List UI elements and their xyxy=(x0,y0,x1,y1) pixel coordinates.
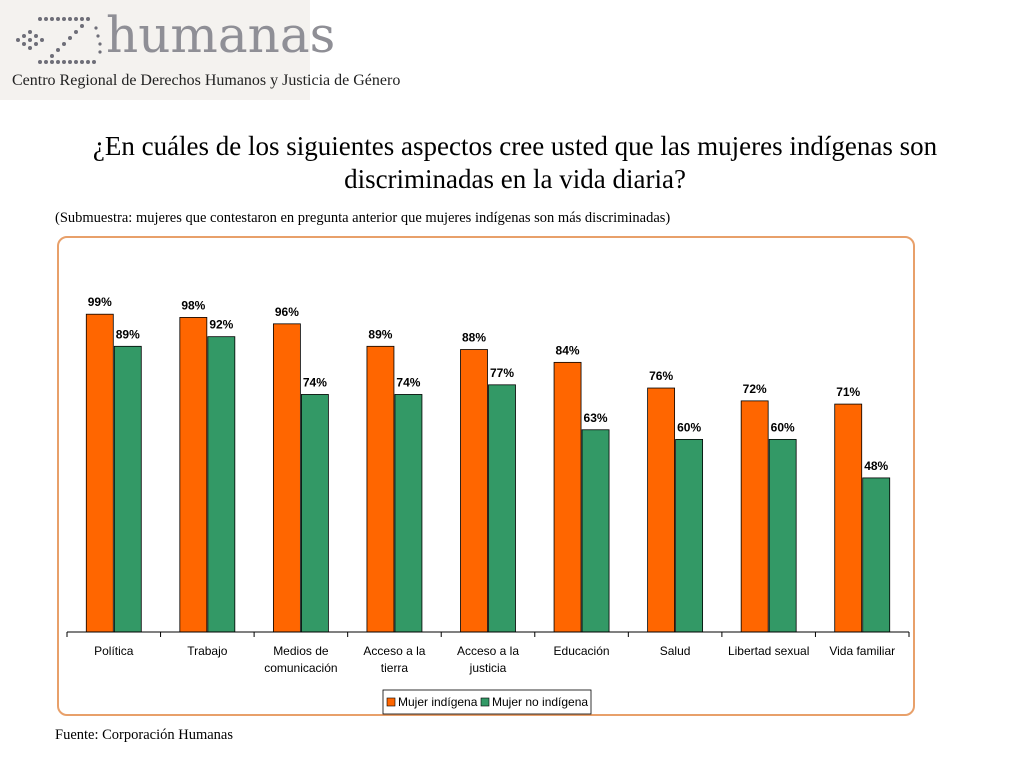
x-tick-label: Libertad sexual xyxy=(728,644,809,658)
legend-swatch-mujer-no-indigena xyxy=(480,697,490,707)
data-label: 74% xyxy=(303,375,327,389)
bar-mujer-no-indigena xyxy=(207,336,236,633)
bar-mujer-indigena xyxy=(366,345,395,633)
data-label: 92% xyxy=(209,318,233,332)
x-tick-label: Acceso a la xyxy=(363,644,425,658)
bar-mujer-no-indigena xyxy=(113,345,142,633)
data-label: 48% xyxy=(864,459,888,473)
bar-mujer-indigena xyxy=(553,361,582,633)
data-label: 74% xyxy=(396,375,420,389)
data-label: 96% xyxy=(275,305,299,319)
x-tick-label: Medios de xyxy=(273,644,329,658)
x-tick-label: Trabajo xyxy=(187,644,228,658)
x-tick-label: tierra xyxy=(381,661,409,675)
bar-mujer-indigena xyxy=(272,323,301,633)
data-label: 98% xyxy=(181,298,205,312)
x-tick-label: Acceso a la xyxy=(457,644,519,658)
data-label: 77% xyxy=(490,366,514,380)
data-label: 89% xyxy=(368,327,392,341)
bar-mujer-no-indigena xyxy=(862,477,891,633)
data-label: 89% xyxy=(116,327,140,341)
logo-subtitle: Centro Regional de Derechos Humanos y Ju… xyxy=(12,72,401,89)
logo-dots-icon xyxy=(16,17,102,64)
logo-name: humanas xyxy=(106,6,336,64)
data-label: 88% xyxy=(462,331,486,345)
x-tick-label: Educación xyxy=(554,644,610,658)
legend-label: Mujer indígena xyxy=(398,695,478,709)
bar-mujer-indigena xyxy=(460,349,488,633)
bar-mujer-indigena xyxy=(647,387,676,633)
x-tick-label: Vida familiar xyxy=(829,644,895,658)
bar-mujer-indigena xyxy=(85,313,114,633)
legend-swatch-mujer-indigena xyxy=(386,697,396,707)
legend xyxy=(382,689,592,715)
chart-subtitle: (Submuestra: mujeres que contestaron en … xyxy=(55,210,671,226)
bar-mujer-no-indigena xyxy=(394,394,423,633)
bar-mujer-no-indigena xyxy=(675,438,704,633)
bar-mujer-no-indigena xyxy=(488,384,516,633)
bar-mujer-no-indigena xyxy=(768,438,797,633)
source-note: Fuente: Corporación Humanas xyxy=(55,727,233,743)
data-label: 60% xyxy=(771,420,795,434)
bar-mujer-indigena xyxy=(740,400,769,633)
data-label: 60% xyxy=(677,420,701,434)
x-tick-label: justicia xyxy=(469,661,507,675)
x-tick-label: Política xyxy=(94,644,134,658)
bar-mujer-no-indigena xyxy=(581,429,610,633)
data-label: 72% xyxy=(743,382,767,396)
page-title: ¿En cuáles de los siguientes aspectos cr… xyxy=(92,131,938,194)
legend-label: Mujer no indígena xyxy=(492,695,588,709)
data-label: 76% xyxy=(649,369,673,383)
bar-mujer-indigena xyxy=(179,317,208,633)
chart-frame xyxy=(57,236,915,716)
data-label: 71% xyxy=(836,385,860,399)
data-label: 84% xyxy=(556,343,580,357)
x-tick-label: Salud xyxy=(660,644,691,658)
data-label: 63% xyxy=(584,411,608,425)
bar-mujer-indigena xyxy=(834,403,863,633)
logo: humanas Centro Regional de Derechos Huma… xyxy=(0,0,400,100)
bar-mujer-no-indigena xyxy=(300,394,329,633)
x-tick-label: comunicación xyxy=(264,661,337,675)
data-label: 99% xyxy=(88,295,112,309)
